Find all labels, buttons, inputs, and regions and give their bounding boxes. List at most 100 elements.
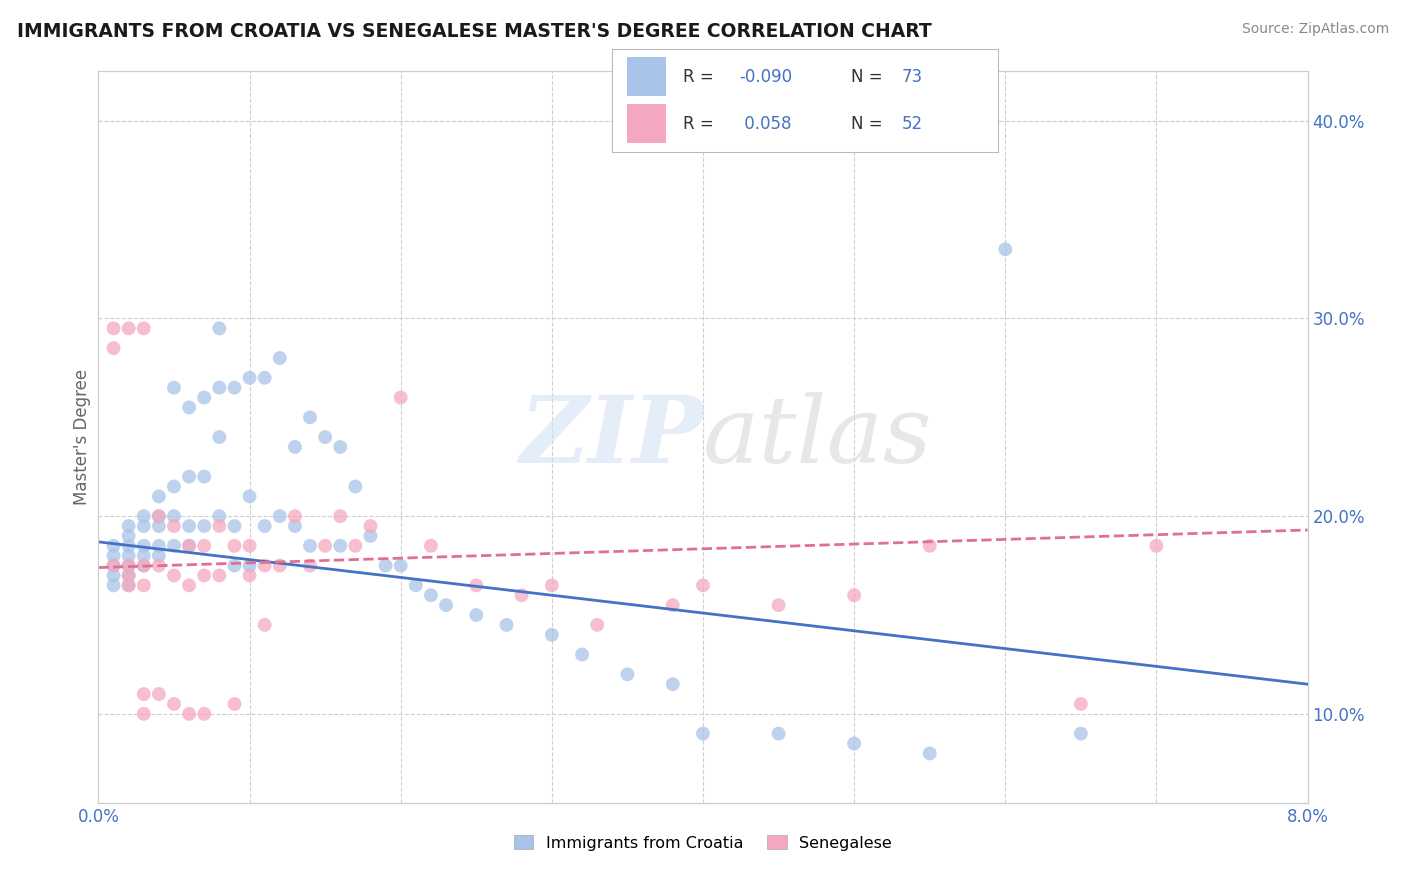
Text: IMMIGRANTS FROM CROATIA VS SENEGALESE MASTER'S DEGREE CORRELATION CHART: IMMIGRANTS FROM CROATIA VS SENEGALESE MA… <box>17 22 932 41</box>
Point <box>224 697 246 711</box>
Text: -0.090: -0.090 <box>740 68 793 86</box>
Point <box>692 578 714 592</box>
Point <box>253 519 276 533</box>
Point <box>163 568 186 582</box>
Text: 73: 73 <box>901 68 922 86</box>
Point <box>103 321 125 335</box>
Point <box>118 529 141 543</box>
Point <box>193 519 215 533</box>
Point <box>118 558 141 573</box>
Point <box>208 509 231 524</box>
Point <box>994 242 1017 256</box>
Point <box>465 607 488 622</box>
Point <box>918 747 941 761</box>
Point <box>1070 726 1092 740</box>
Point <box>465 578 488 592</box>
Point <box>299 539 322 553</box>
Point <box>284 440 307 454</box>
Text: Source: ZipAtlas.com: Source: ZipAtlas.com <box>1241 22 1389 37</box>
Point <box>163 509 186 524</box>
Point <box>132 509 155 524</box>
Point <box>118 321 141 335</box>
Point <box>179 706 201 721</box>
Point <box>132 558 155 573</box>
Point <box>148 509 170 524</box>
Point <box>103 558 125 573</box>
Point <box>239 568 262 582</box>
Point <box>299 558 322 573</box>
Point <box>148 558 170 573</box>
Point <box>284 519 307 533</box>
Point <box>118 568 141 582</box>
Point <box>329 539 352 553</box>
Point <box>495 618 517 632</box>
Point <box>374 558 396 573</box>
Text: ZIP: ZIP <box>519 392 703 482</box>
Point <box>389 391 412 405</box>
Point <box>103 568 125 582</box>
Point <box>103 558 125 573</box>
Point <box>344 539 367 553</box>
Point <box>360 529 382 543</box>
Point <box>193 469 215 483</box>
Text: N =: N = <box>852 68 889 86</box>
Text: 0.058: 0.058 <box>740 115 792 133</box>
Point <box>844 737 866 751</box>
Point <box>103 549 125 563</box>
Point <box>148 687 170 701</box>
Text: atlas: atlas <box>703 392 932 482</box>
Point <box>118 549 141 563</box>
Point <box>768 726 790 740</box>
Point <box>692 726 714 740</box>
Point <box>540 628 562 642</box>
Point <box>132 558 155 573</box>
Point <box>389 558 412 573</box>
Point <box>208 430 231 444</box>
Point <box>132 519 155 533</box>
Point <box>329 440 352 454</box>
Point <box>314 539 336 553</box>
FancyBboxPatch shape <box>627 104 666 144</box>
Point <box>132 539 155 553</box>
Point <box>118 578 141 592</box>
Point <box>616 667 638 681</box>
Point <box>193 706 215 721</box>
Point <box>360 519 382 533</box>
Point <box>163 519 186 533</box>
Point <box>510 588 533 602</box>
Point <box>420 539 443 553</box>
Point <box>179 539 201 553</box>
Point <box>540 578 562 592</box>
Point <box>571 648 593 662</box>
Text: R =: R = <box>683 68 718 86</box>
FancyBboxPatch shape <box>627 57 666 96</box>
Point <box>132 706 155 721</box>
Point <box>661 598 683 612</box>
Point <box>269 558 291 573</box>
Point <box>193 391 215 405</box>
Point <box>918 539 941 553</box>
Point <box>148 549 170 563</box>
Point <box>132 578 155 592</box>
Point <box>179 469 201 483</box>
Point <box>224 519 246 533</box>
Point <box>118 558 141 573</box>
Point <box>163 697 186 711</box>
Point <box>299 410 322 425</box>
Point <box>434 598 457 612</box>
Point <box>239 558 262 573</box>
Point <box>253 558 276 573</box>
Point <box>1146 539 1168 553</box>
Point <box>148 509 170 524</box>
Point <box>405 578 427 592</box>
Point <box>132 687 155 701</box>
Point <box>179 539 201 553</box>
Point <box>208 568 231 582</box>
Point <box>253 371 276 385</box>
Point <box>1070 697 1092 711</box>
Y-axis label: Master's Degree: Master's Degree <box>73 369 91 505</box>
Point <box>132 321 155 335</box>
Point <box>661 677 683 691</box>
Point <box>163 381 186 395</box>
Point <box>344 479 367 493</box>
